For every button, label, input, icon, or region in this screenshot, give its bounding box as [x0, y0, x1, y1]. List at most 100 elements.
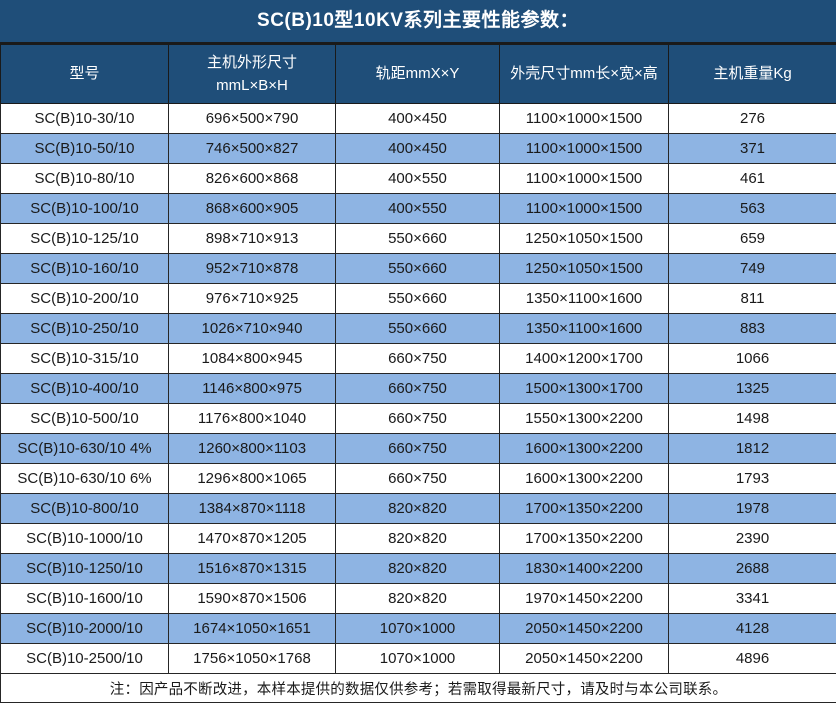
- cell-model: SC(B)10-400/10: [0, 373, 169, 404]
- table-row: SC(B)10-200/10 976×710×925 550×660 1350×110…: [0, 283, 836, 314]
- cell-rail-gauge: 660×750: [335, 343, 500, 374]
- table-row: SC(B)10-2500/10 1756×1050×1768 1070×1000 20…: [0, 643, 836, 674]
- note-row: 注：因产品不断改进，本样本提供的数据仅供参考；若需取得最新尺寸，请及时与本公司联…: [0, 673, 836, 703]
- cell-rail-gauge: 550×660: [335, 313, 500, 344]
- cell-model: SC(B)10-200/10: [0, 283, 169, 314]
- table-row: SC(B)10-400/10 1146×800×975 660×750 1500×13…: [0, 373, 836, 404]
- cell-host-dimensions: 1260×800×1103: [168, 433, 336, 464]
- cell-model: SC(B)10-250/10: [0, 313, 169, 344]
- column-header-shell-dimensions: 外壳尺寸mm长×宽×高: [499, 44, 669, 104]
- cell-weight: 1066: [668, 343, 836, 374]
- cell-host-dimensions: 1176×800×1040: [168, 403, 336, 434]
- column-header-rail-gauge: 轨距mmX×Y: [335, 44, 500, 104]
- cell-shell-dimensions: 1100×1000×1500: [499, 103, 669, 134]
- cell-host-dimensions: 1084×800×945: [168, 343, 336, 374]
- cell-shell-dimensions: 2050×1450×2200: [499, 613, 669, 644]
- table-row: SC(B)10-125/10 898×710×913 550×660 1250×105…: [0, 223, 836, 254]
- cell-rail-gauge: 550×660: [335, 253, 500, 284]
- cell-host-dimensions: 1470×870×1205: [168, 523, 336, 554]
- cell-shell-dimensions: 1500×1300×1700: [499, 373, 669, 404]
- table-row: SC(B)10-100/10 868×600×905 400×550 1100×100…: [0, 193, 836, 224]
- cell-shell-dimensions: 1100×1000×1500: [499, 133, 669, 164]
- cell-model: SC(B)10-2500/10: [0, 643, 169, 674]
- cell-model: SC(B)10-500/10: [0, 403, 169, 434]
- cell-host-dimensions: 1296×800×1065: [168, 463, 336, 494]
- table-row: SC(B)10-500/10 1176×800×1040 660×750 1550×1…: [0, 403, 836, 434]
- table-row: SC(B)10-630/10 4% 1260×800×1103 660×750 160…: [0, 433, 836, 464]
- cell-model: SC(B)10-315/10: [0, 343, 169, 374]
- table-body: SC(B)10-30/10 696×500×790 400×450 1100×1000…: [0, 103, 836, 674]
- cell-host-dimensions: 1590×870×1506: [168, 583, 336, 614]
- performance-parameters-table: 型号 主机外形尺寸 mmL×B×H 轨距mmX×Y 外壳尺寸mm长×宽×高 主机…: [0, 44, 836, 703]
- cell-shell-dimensions: 2050×1450×2200: [499, 643, 669, 674]
- table-row: SC(B)10-50/10 746×500×827 400×450 1100×1000…: [0, 133, 836, 164]
- cell-model: SC(B)10-2000/10: [0, 613, 169, 644]
- cell-model: SC(B)10-50/10: [0, 133, 169, 164]
- cell-rail-gauge: 660×750: [335, 403, 500, 434]
- cell-weight: 1325: [668, 373, 836, 404]
- cell-weight: 883: [668, 313, 836, 344]
- cell-weight: 1498: [668, 403, 836, 434]
- cell-host-dimensions: 1674×1050×1651: [168, 613, 336, 644]
- cell-rail-gauge: 400×550: [335, 193, 500, 224]
- cell-host-dimensions: 898×710×913: [168, 223, 336, 254]
- cell-model: SC(B)10-125/10: [0, 223, 169, 254]
- cell-host-dimensions: 868×600×905: [168, 193, 336, 224]
- host-dimensions-label-line1: 主机外形尺寸: [206, 53, 297, 71]
- cell-host-dimensions: 1756×1050×1768: [168, 643, 336, 674]
- cell-host-dimensions: 1026×710×940: [168, 313, 336, 344]
- cell-rail-gauge: 820×820: [335, 553, 500, 584]
- cell-shell-dimensions: 1100×1000×1500: [499, 193, 669, 224]
- cell-weight: 2390: [668, 523, 836, 554]
- cell-shell-dimensions: 1550×1300×2200: [499, 403, 669, 434]
- cell-weight: 659: [668, 223, 836, 254]
- cell-rail-gauge: 820×820: [335, 493, 500, 524]
- table-row: SC(B)10-630/10 6% 1296×800×1065 660×750 160…: [0, 463, 836, 494]
- table-row: SC(B)10-1600/10 1590×870×1506 820×820 1970×…: [0, 583, 836, 614]
- table-row: SC(B)10-250/10 1026×710×940 550×660 1350×11…: [0, 313, 836, 344]
- page-title: SC(B)10型10KV系列主要性能参数：: [0, 0, 836, 44]
- cell-shell-dimensions: 1250×1050×1500: [499, 223, 669, 254]
- cell-model: SC(B)10-1600/10: [0, 583, 169, 614]
- cell-host-dimensions: 976×710×925: [168, 283, 336, 314]
- table-row: SC(B)10-315/10 1084×800×945 660×750 1400×12…: [0, 343, 836, 374]
- cell-weight: 2688: [668, 553, 836, 584]
- table-row: SC(B)10-1250/10 1516×870×1315 820×820 1830×…: [0, 553, 836, 584]
- cell-host-dimensions: 826×600×868: [168, 163, 336, 194]
- cell-host-dimensions: 952×710×878: [168, 253, 336, 284]
- table-header: 型号 主机外形尺寸 mmL×B×H 轨距mmX×Y 外壳尺寸mm长×宽×高 主机…: [0, 44, 836, 104]
- cell-weight: 461: [668, 163, 836, 194]
- cell-host-dimensions: 746×500×827: [168, 133, 336, 164]
- column-header-host-dimensions: 主机外形尺寸 mmL×B×H: [168, 44, 336, 104]
- cell-shell-dimensions: 1350×1100×1600: [499, 283, 669, 314]
- cell-host-dimensions: 1146×800×975: [168, 373, 336, 404]
- cell-rail-gauge: 550×660: [335, 283, 500, 314]
- cell-rail-gauge: 400×450: [335, 133, 500, 164]
- cell-rail-gauge: 820×820: [335, 523, 500, 554]
- cell-weight: 811: [668, 283, 836, 314]
- host-dimensions-label-line2: mmL×B×H: [216, 77, 288, 94]
- cell-model: SC(B)10-630/10 6%: [0, 463, 169, 494]
- table-row: SC(B)10-30/10 696×500×790 400×450 1100×1000…: [0, 103, 836, 134]
- cell-rail-gauge: 820×820: [335, 583, 500, 614]
- cell-model: SC(B)10-630/10 4%: [0, 433, 169, 464]
- cell-host-dimensions: 696×500×790: [168, 103, 336, 134]
- column-header-model: 型号: [0, 44, 169, 104]
- header-row: 型号 主机外形尺寸 mmL×B×H 轨距mmX×Y 外壳尺寸mm长×宽×高 主机…: [0, 44, 836, 104]
- cell-shell-dimensions: 1830×1400×2200: [499, 553, 669, 584]
- cell-model: SC(B)10-1000/10: [0, 523, 169, 554]
- cell-shell-dimensions: 1700×1350×2200: [499, 493, 669, 524]
- cell-shell-dimensions: 1700×1350×2200: [499, 523, 669, 554]
- cell-weight: 1978: [668, 493, 836, 524]
- cell-host-dimensions: 1384×870×1118: [168, 493, 336, 524]
- cell-model: SC(B)10-100/10: [0, 193, 169, 224]
- cell-weight: 3341: [668, 583, 836, 614]
- cell-model: SC(B)10-30/10: [0, 103, 169, 134]
- cell-shell-dimensions: 1350×1100×1600: [499, 313, 669, 344]
- cell-shell-dimensions: 1600×1300×2200: [499, 433, 669, 464]
- cell-shell-dimensions: 1400×1200×1700: [499, 343, 669, 374]
- cell-rail-gauge: 400×450: [335, 103, 500, 134]
- column-header-weight: 主机重量Kg: [668, 44, 836, 104]
- cell-weight: 4896: [668, 643, 836, 674]
